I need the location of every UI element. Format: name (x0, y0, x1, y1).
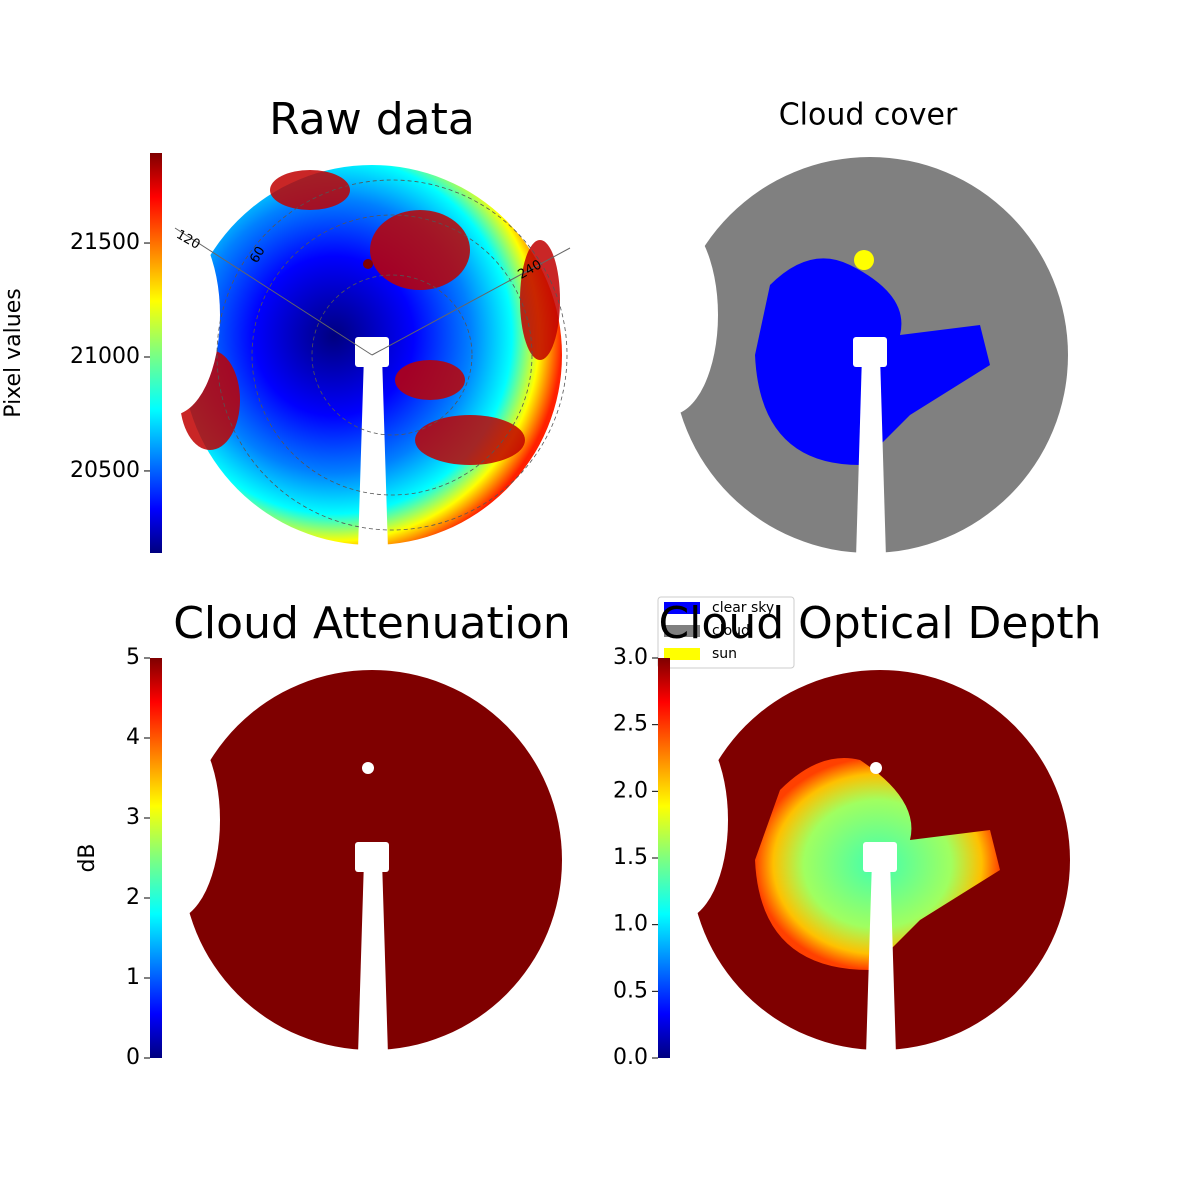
mask-arm (358, 355, 388, 550)
sky-image (124, 165, 571, 550)
panel-title: Cloud Attenuation (173, 598, 571, 649)
mask-shadowband (863, 842, 897, 872)
panel-title: Cloud cover (779, 98, 958, 133)
sky-image (622, 157, 1068, 558)
colorbar-tick-label: 1.0 (613, 912, 648, 937)
colorbar-tick-label: 0 (126, 1045, 140, 1070)
legend-swatch (664, 648, 700, 660)
cloud-blob (395, 360, 465, 400)
colorbar-tick-label: 21000 (70, 344, 140, 369)
mask-notch (632, 720, 728, 920)
colorbar-tick-label: 3 (126, 805, 140, 830)
colorbar-tick-label: 2 (126, 885, 140, 910)
colorbar-tick-label: 21500 (70, 230, 140, 255)
polar-spoke (174, 227, 373, 356)
polar-label: 60 (247, 244, 268, 266)
colorbar-tick-label: 1 (126, 965, 140, 990)
mask-arm (856, 355, 886, 558)
colorbar-tick-label: 0.0 (613, 1045, 648, 1070)
mask-arm (866, 860, 896, 1055)
mask-sun (362, 762, 374, 774)
polar-spoke (371, 247, 571, 356)
legend-swatch (664, 602, 700, 614)
colorbar-tick-label: 2.5 (613, 712, 648, 737)
colorbar-label: Pixel values (1, 288, 26, 417)
sun-spot (363, 259, 373, 269)
panel-title: Raw data (269, 94, 475, 145)
legend-swatch (664, 625, 700, 637)
colorbar-tick-label: 4 (126, 725, 140, 750)
cloud-blob (520, 240, 560, 360)
cloud-blob (370, 210, 470, 290)
cloud-blob (270, 170, 350, 210)
mask-shadowband (355, 842, 389, 872)
mask-notch (622, 215, 718, 415)
mask-shadowband (355, 337, 389, 367)
mask-notch (124, 215, 220, 415)
colorbar-tick-label: 5 (126, 645, 140, 670)
sun-marker (854, 250, 874, 270)
mask-shadowband (853, 337, 887, 367)
panel-title: Cloud Optical Depth (658, 598, 1101, 649)
sky-image (124, 670, 562, 1055)
colorbar-tick-label: 0.5 (613, 978, 648, 1003)
legend: clear sky cloud sun (657, 596, 795, 669)
colorbar-tick-label: 2.0 (613, 778, 648, 803)
polar-grid (251, 214, 533, 496)
legend-label: clear sky (712, 600, 774, 616)
colorbar-tick-label: 20500 (70, 458, 140, 483)
colorbar-tick-label: 1.5 (613, 845, 648, 870)
polar-grid (216, 179, 568, 531)
legend-label: sun (712, 646, 737, 662)
colorbar (658, 658, 670, 1058)
mask-arm (358, 860, 388, 1055)
sky-image (632, 670, 1070, 1055)
colorbar (150, 658, 162, 1058)
colorbar-label: dB (75, 843, 100, 872)
polar-grid (311, 274, 473, 436)
mask-sun (870, 762, 882, 774)
colorbar (150, 153, 162, 553)
colorbar-tick-label: 3.0 (613, 645, 648, 670)
mask-notch (124, 720, 220, 920)
legend-label: cloud (712, 623, 750, 639)
cloud-blob (415, 415, 525, 465)
